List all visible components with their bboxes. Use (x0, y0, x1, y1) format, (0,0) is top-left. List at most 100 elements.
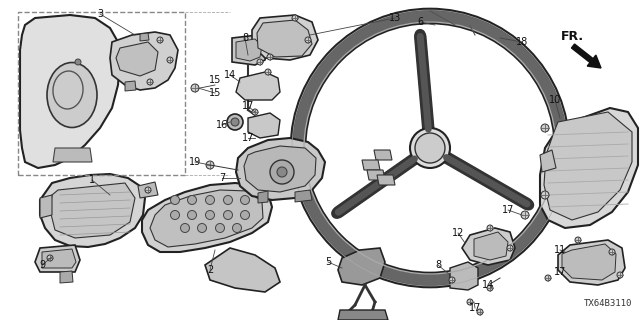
Polygon shape (374, 150, 392, 160)
Text: 8: 8 (242, 33, 248, 43)
Text: 9: 9 (39, 260, 45, 270)
Ellipse shape (47, 62, 97, 127)
Polygon shape (258, 191, 268, 203)
Polygon shape (474, 232, 508, 260)
Circle shape (47, 255, 53, 261)
Circle shape (232, 223, 241, 233)
Circle shape (205, 211, 214, 220)
Text: 13: 13 (389, 13, 401, 23)
Text: 18: 18 (516, 37, 528, 47)
Polygon shape (35, 245, 80, 272)
Text: 8: 8 (435, 260, 441, 270)
Circle shape (521, 211, 529, 219)
Polygon shape (138, 182, 158, 198)
Circle shape (205, 196, 214, 204)
Text: 17: 17 (502, 205, 514, 215)
Polygon shape (257, 20, 312, 57)
Polygon shape (232, 35, 268, 65)
Circle shape (270, 160, 294, 184)
Polygon shape (540, 108, 638, 228)
Text: 3: 3 (97, 9, 103, 19)
Circle shape (467, 299, 473, 305)
Circle shape (257, 59, 263, 65)
Polygon shape (362, 160, 380, 170)
Polygon shape (20, 15, 120, 168)
Circle shape (487, 285, 493, 291)
Circle shape (545, 275, 551, 281)
Circle shape (170, 196, 179, 204)
Polygon shape (558, 240, 625, 285)
Polygon shape (150, 190, 263, 247)
Text: FR.: FR. (561, 29, 584, 43)
Circle shape (265, 69, 271, 75)
Polygon shape (40, 195, 52, 218)
Circle shape (252, 109, 258, 115)
Polygon shape (377, 175, 395, 185)
Text: 17: 17 (469, 303, 481, 313)
Circle shape (609, 249, 615, 255)
Circle shape (167, 57, 173, 63)
Text: 17: 17 (242, 133, 254, 143)
Polygon shape (236, 138, 325, 200)
Circle shape (75, 59, 81, 65)
Text: 16: 16 (216, 120, 228, 130)
Circle shape (216, 223, 225, 233)
Circle shape (170, 211, 179, 220)
Circle shape (191, 84, 199, 92)
Circle shape (241, 196, 250, 204)
Polygon shape (367, 170, 385, 180)
Polygon shape (562, 244, 616, 280)
Text: 19: 19 (189, 157, 201, 167)
Bar (18, 12, 185, 175)
Polygon shape (540, 150, 556, 172)
FancyArrow shape (572, 44, 601, 68)
Polygon shape (53, 148, 92, 162)
Polygon shape (462, 228, 515, 265)
Circle shape (145, 187, 151, 193)
Circle shape (575, 237, 581, 243)
Polygon shape (244, 146, 316, 192)
Circle shape (477, 309, 483, 315)
Polygon shape (338, 310, 388, 320)
Polygon shape (338, 248, 385, 285)
Polygon shape (450, 262, 478, 290)
Polygon shape (42, 249, 76, 268)
Text: 10: 10 (549, 95, 561, 105)
Circle shape (223, 196, 232, 204)
Circle shape (188, 196, 196, 204)
Text: 11: 11 (554, 245, 566, 255)
Polygon shape (295, 190, 312, 202)
Polygon shape (60, 271, 73, 283)
Circle shape (206, 161, 214, 169)
Polygon shape (236, 72, 280, 100)
Circle shape (487, 225, 493, 231)
Circle shape (267, 54, 273, 60)
Text: 2: 2 (207, 265, 213, 275)
Polygon shape (544, 112, 632, 220)
Text: 14: 14 (224, 70, 236, 80)
Polygon shape (125, 81, 136, 91)
Circle shape (305, 37, 311, 43)
Circle shape (241, 211, 250, 220)
Circle shape (449, 277, 455, 283)
Text: 17: 17 (242, 101, 254, 111)
Polygon shape (142, 183, 272, 252)
Circle shape (541, 124, 549, 132)
Circle shape (147, 79, 153, 85)
Circle shape (415, 133, 445, 163)
Text: 7: 7 (219, 173, 225, 183)
Text: 14: 14 (482, 280, 494, 290)
Text: 17: 17 (554, 267, 566, 277)
Polygon shape (248, 113, 280, 138)
Circle shape (541, 191, 549, 199)
Polygon shape (252, 15, 318, 60)
Polygon shape (50, 183, 135, 238)
Polygon shape (40, 174, 145, 247)
Circle shape (223, 211, 232, 220)
Text: TX64B3110: TX64B3110 (584, 299, 632, 308)
Text: 6: 6 (417, 17, 423, 27)
Text: 15: 15 (209, 88, 221, 98)
Circle shape (180, 223, 189, 233)
Polygon shape (110, 32, 178, 90)
Circle shape (157, 37, 163, 43)
